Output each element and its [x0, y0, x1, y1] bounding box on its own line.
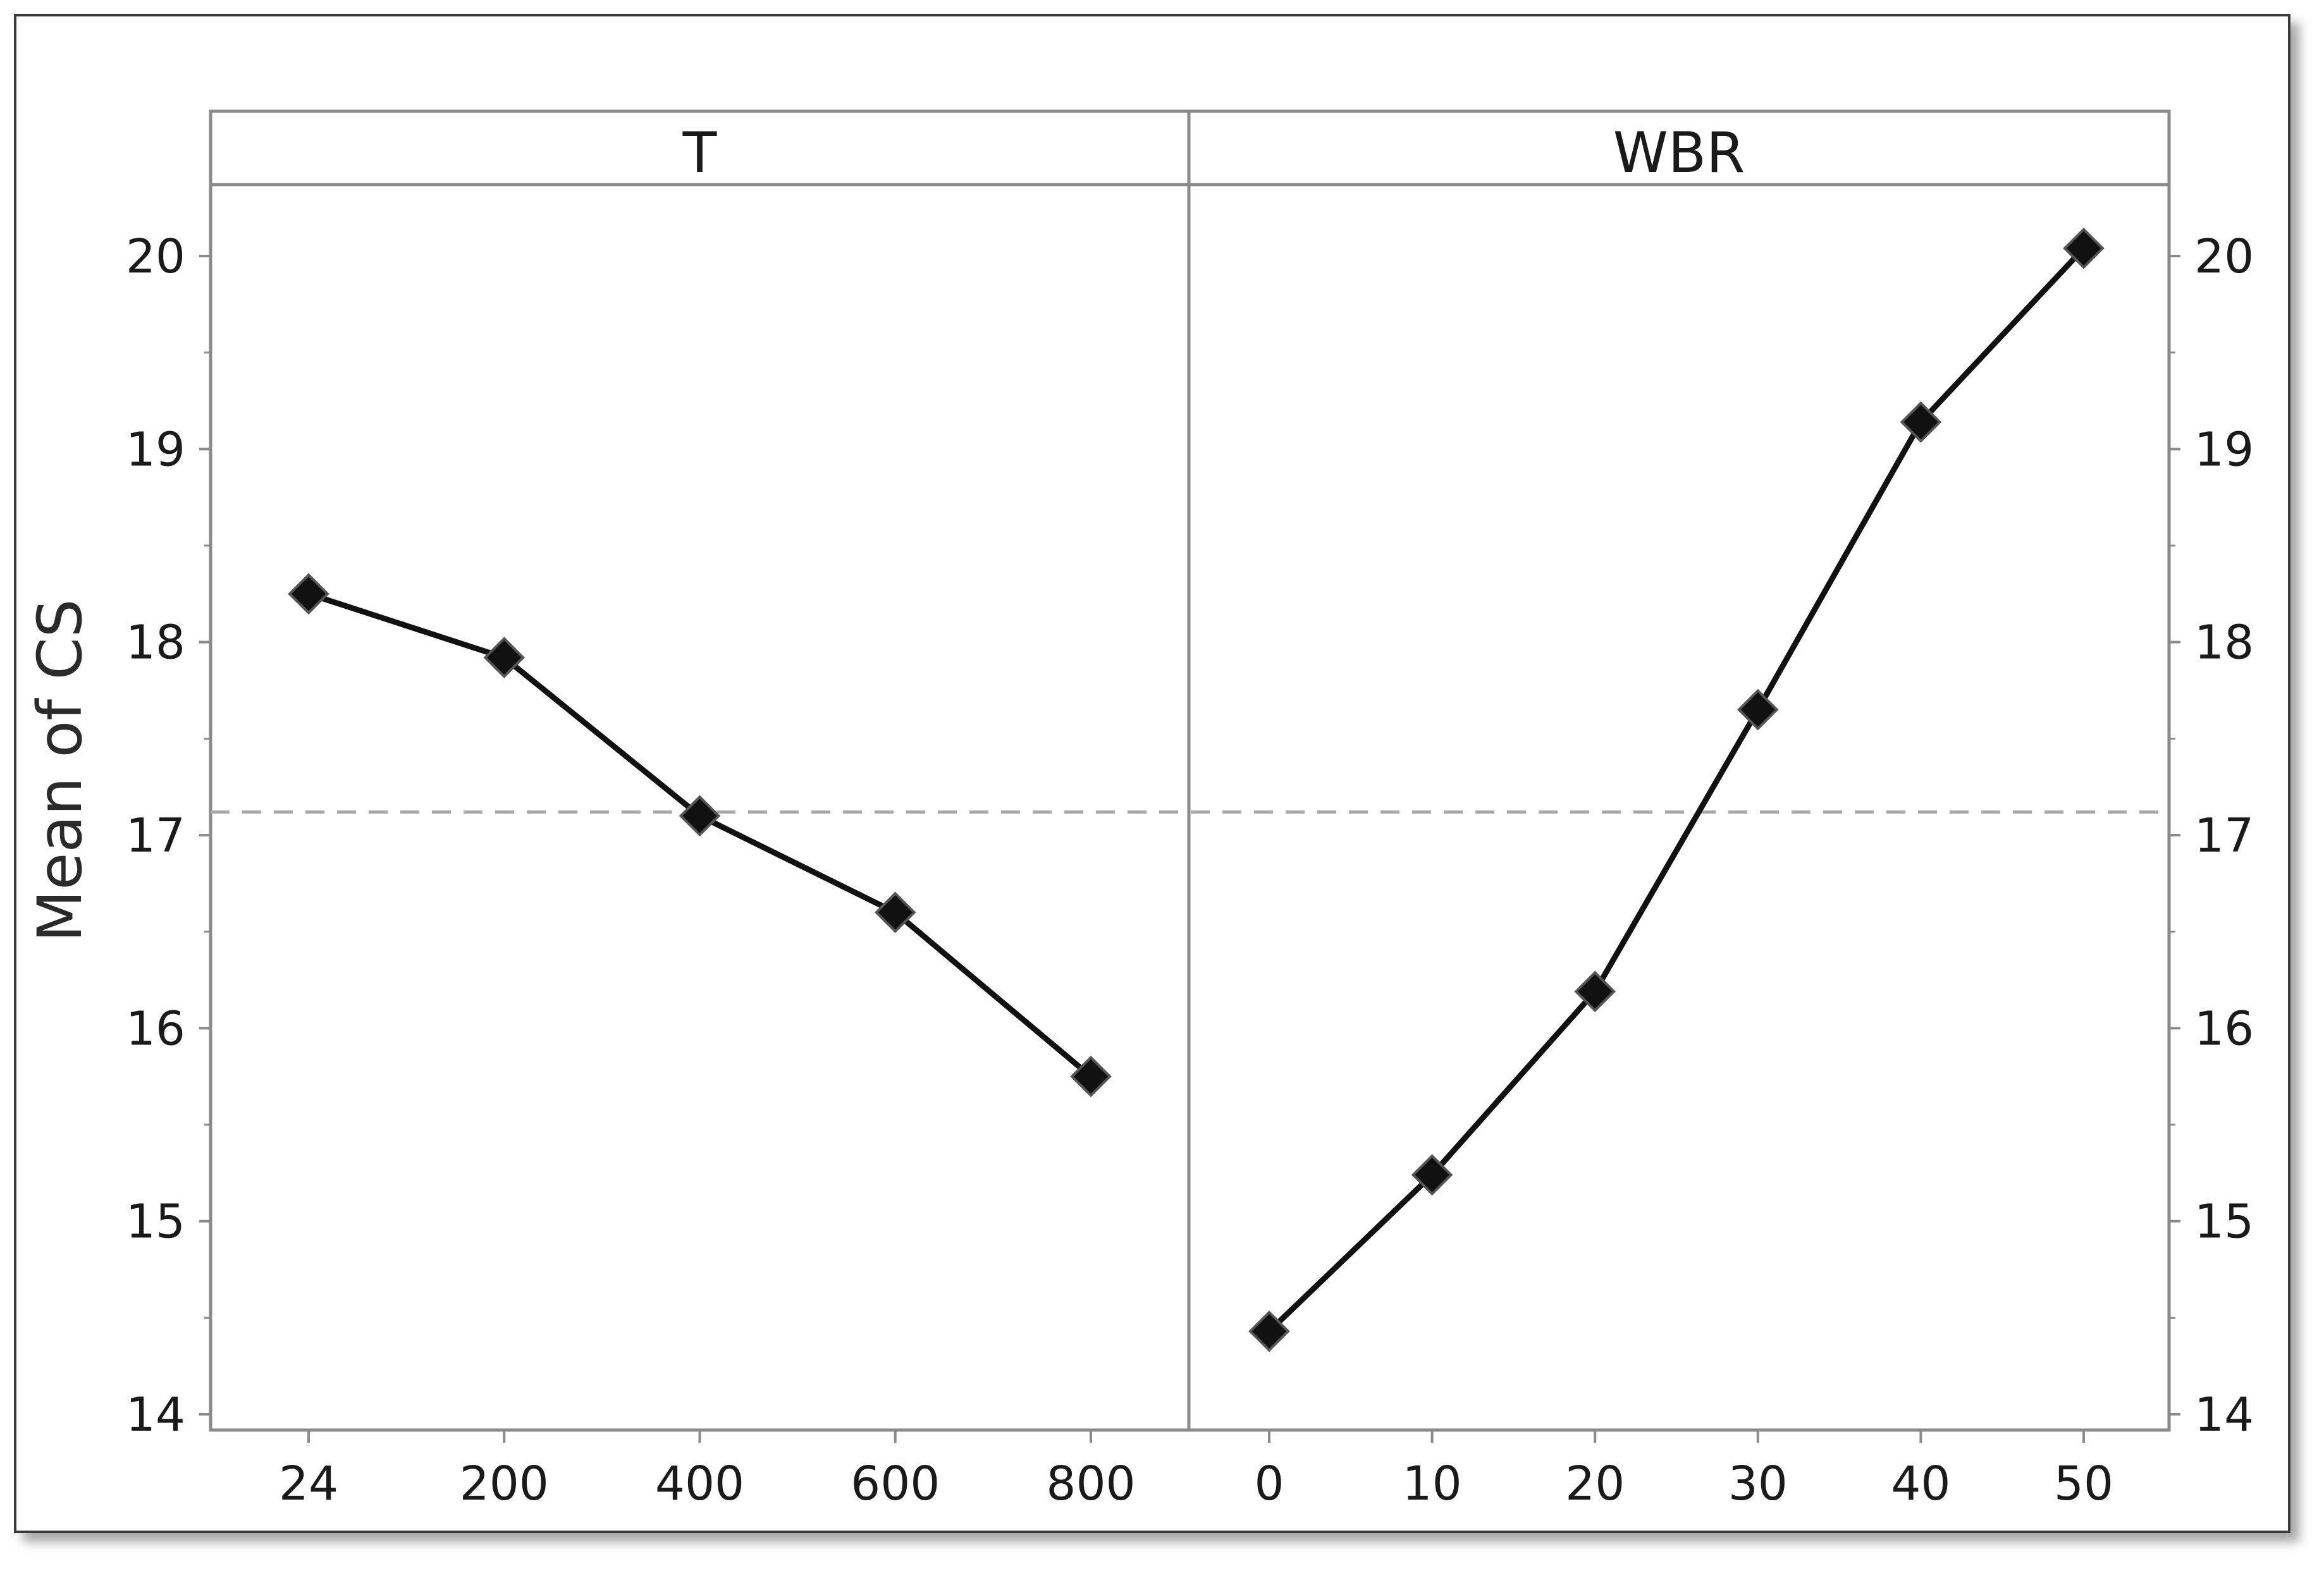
y-tick-label-left: 15	[126, 1195, 185, 1249]
x-tick-label: 40	[1891, 1457, 1950, 1511]
text-layer: 14 14 15 15 16 16 17 17 18 18 19 19 20 20 Mean of CS T 2…	[25, 120, 2254, 1511]
data-point-marker	[288, 573, 329, 615]
data-point-marker	[2063, 227, 2105, 269]
y-tick-label-right: 17	[2194, 809, 2254, 863]
x-tick-label: 10	[1403, 1457, 1462, 1511]
data-point-marker	[1070, 1055, 1112, 1098]
data-point-marker	[1574, 970, 1616, 1013]
panel-title-wbr: WBR	[1613, 120, 1745, 185]
data-point-marker	[1900, 401, 1942, 443]
data-point-marker	[1737, 688, 1779, 731]
x-tick-label: 400	[655, 1457, 744, 1511]
y-tick-label-right: 19	[2194, 422, 2254, 477]
data-point-marker	[1411, 1154, 1453, 1196]
y-tick-label-left: 19	[126, 422, 185, 477]
y-axis-label: Mean of CS	[25, 599, 95, 942]
data-point-marker	[874, 891, 916, 933]
y-tick-label-right: 20	[2194, 229, 2254, 284]
y-tick-label-left: 17	[126, 809, 185, 863]
y-tick-label-right: 18	[2194, 616, 2254, 670]
chart-frame	[14, 14, 2290, 1533]
y-tick-label-left: 16	[126, 1001, 185, 1056]
panel-title-t: T	[682, 120, 718, 185]
x-tick-label: 200	[460, 1457, 549, 1511]
x-tick-label: 24	[279, 1457, 338, 1511]
y-tick-label-left: 14	[126, 1388, 185, 1442]
x-tick-label: 50	[2054, 1457, 2113, 1511]
y-tick-label-right: 14	[2194, 1388, 2254, 1442]
data-point-marker	[483, 637, 526, 678]
series-line-wbr	[1267, 246, 2086, 1333]
y-tick-label-right: 16	[2194, 1001, 2254, 1056]
x-tick-label: 20	[1565, 1457, 1625, 1511]
y-tick-label-right: 15	[2194, 1195, 2254, 1249]
series-layer	[288, 227, 2105, 1352]
x-tick-label: 30	[1728, 1457, 1788, 1511]
y-tick-label-left: 20	[126, 229, 185, 284]
x-tick-label: 800	[1046, 1457, 1135, 1511]
data-point-marker	[1248, 1310, 1290, 1352]
data-point-marker	[679, 795, 721, 837]
x-tick-label: 600	[851, 1457, 940, 1511]
x-tick-label: 0	[1254, 1457, 1284, 1511]
axes-layer	[199, 109, 2180, 1443]
y-tick-label-left: 18	[126, 616, 185, 670]
